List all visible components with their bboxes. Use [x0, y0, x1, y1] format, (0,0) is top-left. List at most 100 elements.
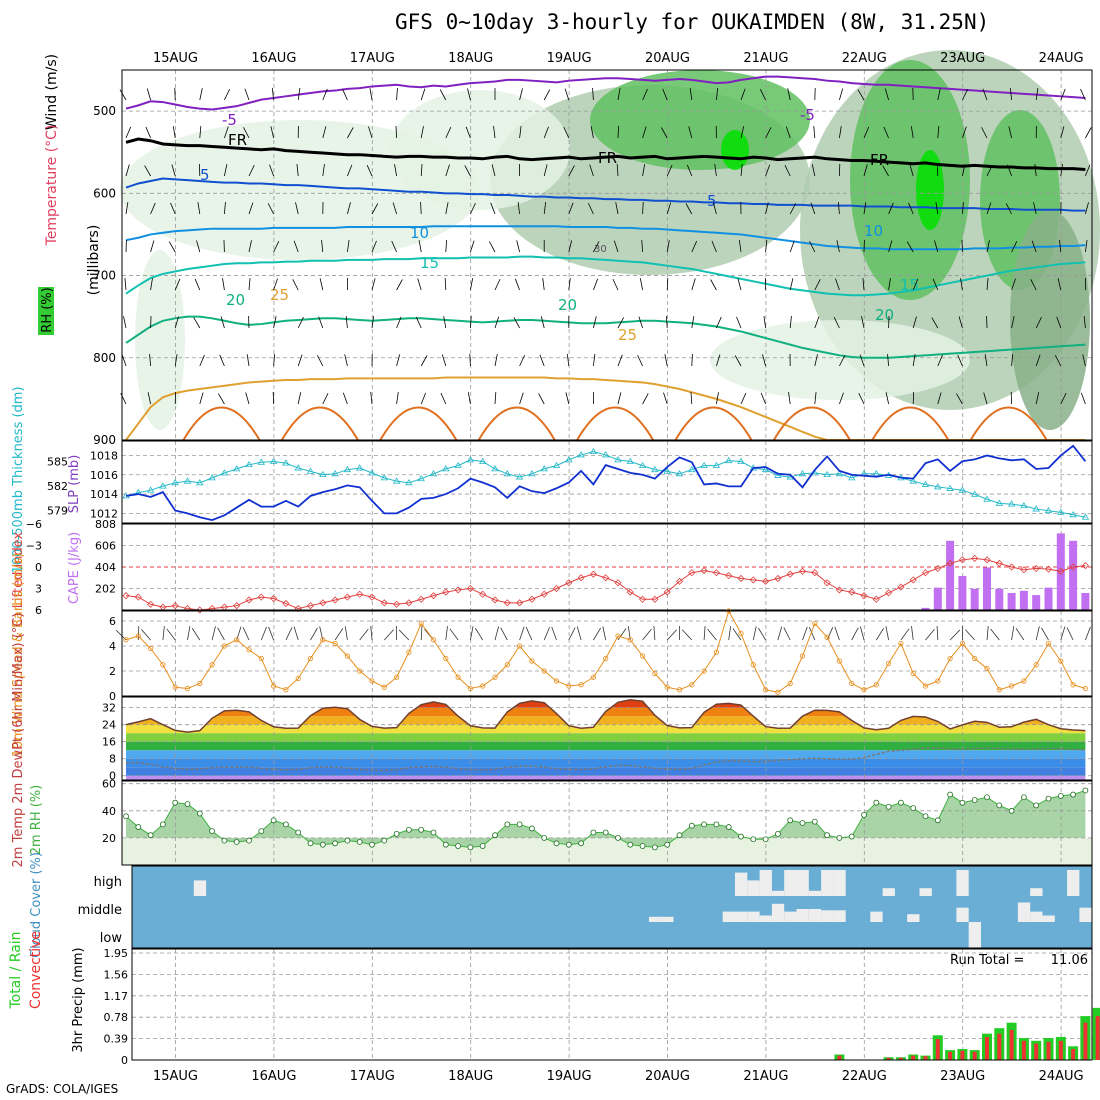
wind-barb [1011, 316, 1015, 329]
li-tick-label: 6 [35, 604, 42, 617]
wind-barb [789, 278, 794, 291]
precip-convective-bar [1058, 1040, 1063, 1060]
thickness-point [823, 470, 831, 478]
wind-barb [538, 393, 545, 405]
wind-barb [172, 126, 176, 139]
wind-barb-10m [576, 626, 582, 641]
wind-speed-point [455, 674, 461, 680]
lifted-index-point [602, 574, 610, 582]
rh-point [282, 821, 289, 828]
thickness-point [319, 470, 327, 478]
wind-barb-10m [681, 629, 693, 641]
temp-color-band [126, 758, 1086, 768]
wind-barb-10m [900, 628, 910, 641]
cloud-middle-bar [648, 916, 662, 922]
thickness-point [700, 461, 708, 468]
wind-barb [539, 354, 545, 367]
rh-point [553, 840, 560, 847]
wind-speed-point [947, 655, 953, 662]
thickness-point [380, 474, 389, 481]
wind-barb-10m [551, 626, 557, 641]
wind-barb [543, 202, 547, 215]
wind-barb [568, 165, 575, 177]
rh-point [369, 841, 375, 848]
lifted-index-point [270, 594, 278, 603]
lifted-index-point [798, 567, 807, 575]
lifted-index-point [811, 569, 819, 577]
wind-barb [470, 316, 472, 329]
wind-barb-10m [474, 627, 484, 641]
rh-point [984, 794, 990, 801]
wind-barb [219, 354, 225, 367]
temp-frame [121, 696, 1093, 781]
wind-barb-10m [885, 626, 889, 641]
rh-point [455, 843, 462, 849]
wind-speed-point [148, 645, 154, 652]
isotherm-30-arc [281, 406, 359, 441]
rh-point [959, 799, 966, 806]
date-label-bottom: 21AUG [743, 1069, 788, 1084]
thickness-point [663, 467, 671, 474]
rh-point [996, 802, 1003, 809]
temp-color-band [126, 741, 1086, 751]
thickness-point [970, 490, 979, 497]
wind-barb [121, 354, 127, 367]
wind-barb [617, 88, 621, 101]
rh-point [393, 830, 400, 837]
temp-color-band [126, 750, 1086, 759]
thickness-point [847, 474, 856, 481]
cape-bar [958, 575, 967, 610]
wind-barb [322, 88, 328, 101]
cloud-middle-bar [833, 910, 846, 922]
wind-barb [540, 316, 545, 329]
wind-barb [986, 202, 992, 215]
wind-barb-10m [777, 626, 783, 641]
cloud-high-bar [193, 880, 207, 896]
slp-tick-label: 1012 [90, 507, 118, 520]
wind-barb [347, 164, 353, 177]
rh-tick-label: 40 [102, 805, 116, 818]
wind-barb [513, 317, 520, 329]
lifted-index-point [442, 588, 450, 596]
date-label-top: 21AUG [743, 51, 788, 66]
precip-convective-bar [1083, 1022, 1088, 1060]
lifted-index-point [872, 595, 880, 603]
rh-point [209, 828, 216, 835]
wind-axis-label: 10m Wind Speed & Barbs (m/s) [11, 553, 26, 758]
wind-barb [371, 203, 379, 215]
cloud-high-bar [747, 880, 760, 896]
rh-point [811, 818, 818, 825]
lifted-index-point [208, 605, 216, 613]
cape-bar [1069, 540, 1078, 610]
rh-point [504, 821, 511, 828]
wind-barb [519, 126, 522, 139]
date-label-bottom: 23AUG [940, 1069, 985, 1084]
rh-point [529, 825, 535, 832]
dewpoint-line [125, 747, 1086, 772]
wind-barb-10m [936, 625, 939, 641]
thickness-point [565, 456, 573, 463]
thickness-slp-frame [121, 440, 1093, 524]
wind-barb [322, 126, 327, 139]
wind-barb [716, 316, 722, 329]
wind-speed-point [1021, 678, 1027, 684]
rh-point [688, 822, 695, 829]
wind-barb [224, 202, 226, 215]
wind-barb [957, 354, 963, 367]
wind-speed-point [320, 637, 326, 643]
wind-barb [962, 126, 967, 139]
thickness-point [282, 459, 290, 466]
lifted-index-point [1008, 563, 1016, 571]
thickness-point [294, 464, 302, 471]
date-label-bottom: 20AUG [645, 1069, 690, 1084]
wind-speed-point [516, 643, 523, 649]
wind-barb [171, 164, 176, 177]
thickness-point [245, 461, 253, 468]
rh-point [1008, 807, 1015, 814]
wind-speed-point [480, 683, 486, 689]
wind-barb [839, 126, 842, 139]
thickness-point [183, 477, 192, 484]
wind-speed-point [959, 640, 966, 647]
precip-convective-legend: Convective [28, 931, 44, 1009]
